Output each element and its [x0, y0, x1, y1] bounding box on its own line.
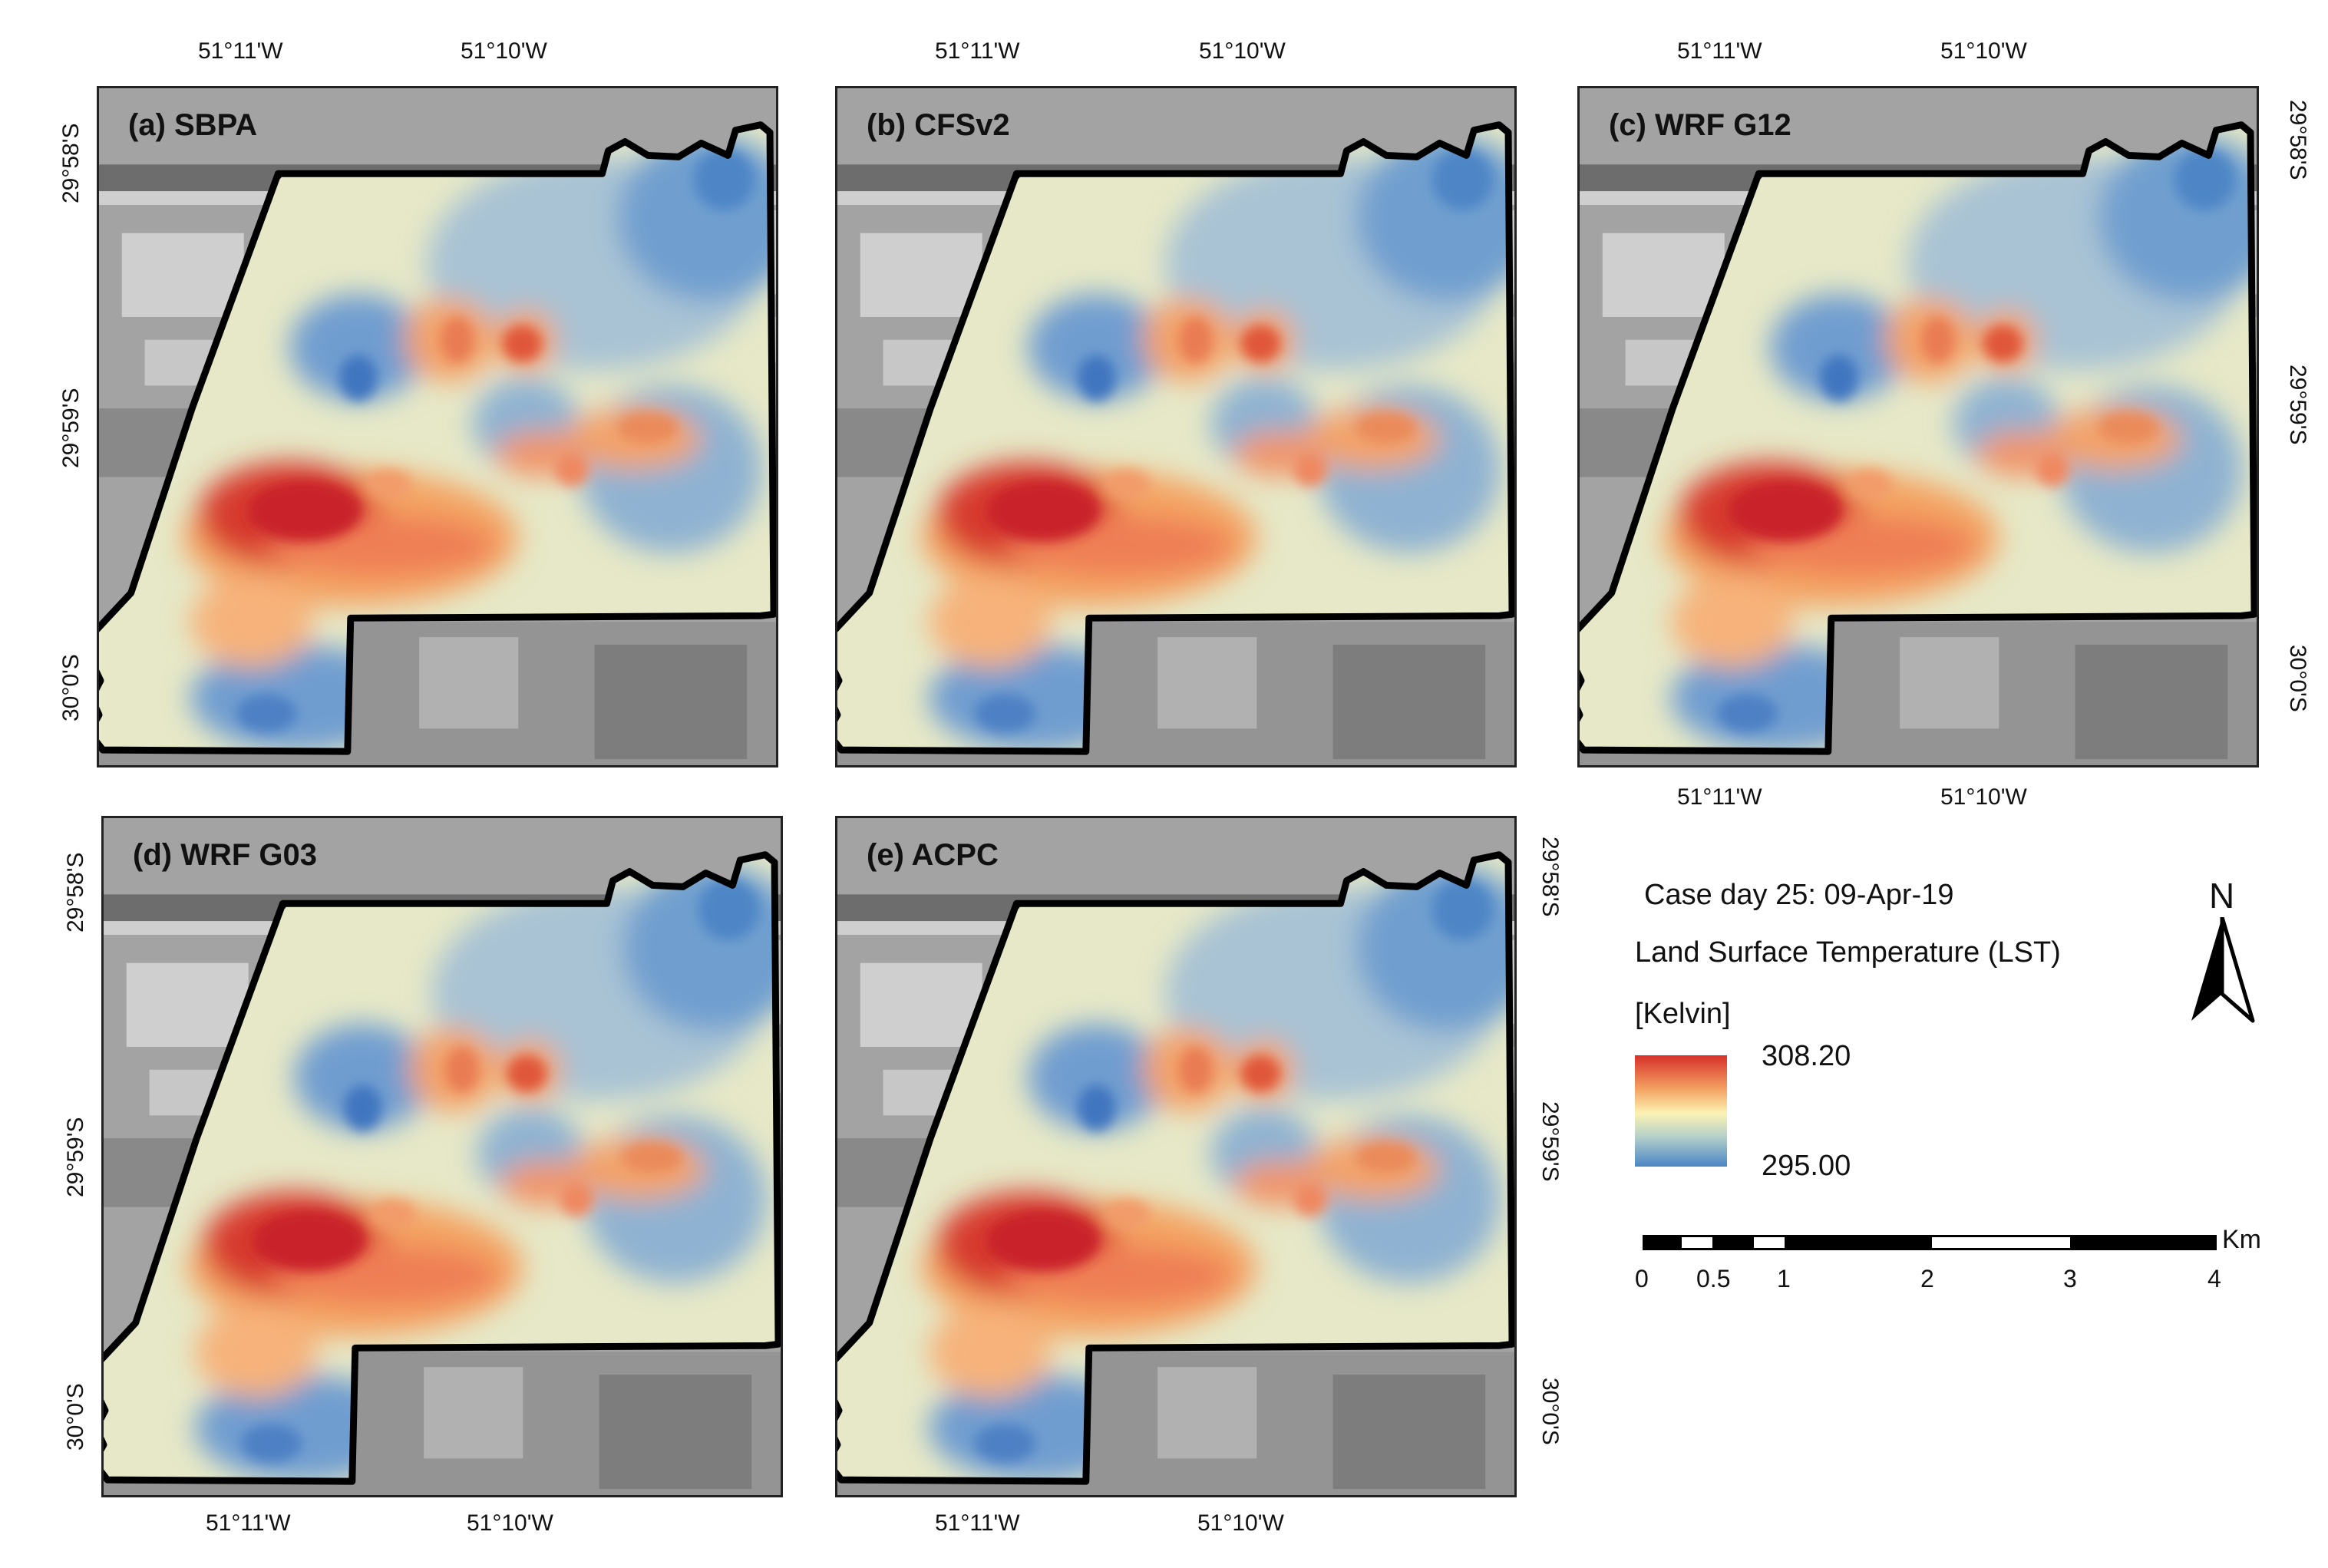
panel-label-b: (b) CFSv2	[867, 108, 1010, 142]
lat-tick-c-3: 30°0'S	[2285, 645, 2310, 712]
lat-tick-a-3: 30°0'S	[58, 654, 84, 721]
scale-label-3: 3	[2063, 1265, 2077, 1292]
lat-tick-e-3: 30°0'S	[1537, 1378, 1563, 1445]
lon-tick-e-1: 51°11'W	[935, 1510, 1020, 1536]
lat-tick-d-1: 29°58'S	[63, 852, 88, 933]
unit-label: [Kelvin]	[1635, 998, 1731, 1030]
scale-label-0: 0	[1635, 1265, 1649, 1292]
map-panel-d: (d) WRF G03	[101, 816, 783, 1497]
lat-tick-a-2: 29°59'S	[58, 388, 84, 468]
map-panel-b: (b) CFSv2	[835, 86, 1517, 767]
lst-map-d	[104, 818, 781, 1495]
map-panel-c: (c) WRF G12	[1577, 86, 2259, 767]
scale-label-2: 2	[1920, 1265, 1934, 1292]
lat-tick-a-1: 29°58'S	[58, 123, 84, 203]
lat-tick-e-2: 29°59'S	[1537, 1101, 1563, 1182]
lat-tick-c-2: 29°59'S	[2285, 365, 2310, 445]
case-day-label: Case day 25: 09-Apr-19	[1644, 879, 1954, 911]
lst-map-c	[1580, 88, 2257, 765]
lon-tick-e-2: 51°10'W	[1197, 1510, 1284, 1536]
lat-tick-d-2: 29°59'S	[63, 1117, 88, 1197]
lst-map-a	[99, 88, 776, 765]
scale-label-1: 1	[1777, 1265, 1791, 1292]
map-panel-e: (e) ACPC	[835, 816, 1517, 1497]
panel-label-c: (c) WRF G12	[1609, 108, 1791, 142]
panel-label-d: (d) WRF G03	[133, 838, 317, 872]
lon-tick-b-2: 51°10'W	[1199, 38, 1286, 64]
lon-tick-c-1: 51°11'W	[1677, 38, 1762, 64]
panel-label-a: (a) SBPA	[128, 108, 258, 142]
lat-tick-d-3: 30°0'S	[63, 1383, 88, 1451]
scale-label-4: 4	[2207, 1265, 2221, 1292]
lon-tick-d-2: 51°10'W	[467, 1510, 553, 1536]
lon-tick-a-1: 51°11'W	[198, 38, 283, 64]
lon-tick-c-2: 51°10'W	[1940, 38, 2027, 64]
colorbar-min-label: 295.00	[1762, 1150, 1851, 1182]
lat-tick-c-1: 29°58'S	[2285, 100, 2310, 180]
variable-label: Land Surface Temperature (LST)	[1635, 936, 2061, 969]
lon-tick-d-1: 51°11'W	[206, 1510, 291, 1536]
lst-map-e	[837, 818, 1514, 1495]
lon-tick-c-4: 51°10'W	[1940, 784, 2027, 810]
map-panel-a: (a) SBPA	[97, 86, 778, 767]
panel-label-e: (e) ACPC	[867, 838, 999, 872]
lon-tick-c-3: 51°11'W	[1677, 784, 1762, 810]
scale-bar	[1643, 1235, 2217, 1250]
scale-unit-label: Km	[2222, 1225, 2261, 1254]
north-label: N	[2209, 876, 2235, 916]
lst-colorbar	[1635, 1055, 1727, 1167]
north-arrow-icon	[2191, 917, 2255, 1023]
colorbar-max-label: 308.20	[1762, 1040, 1851, 1072]
lat-tick-e-1: 29°58'S	[1537, 837, 1563, 917]
lst-map-b	[837, 88, 1514, 765]
scale-label-05: 0.5	[1696, 1265, 1731, 1292]
lon-tick-b-1: 51°11'W	[935, 38, 1020, 64]
lon-tick-a-2: 51°10'W	[461, 38, 547, 64]
